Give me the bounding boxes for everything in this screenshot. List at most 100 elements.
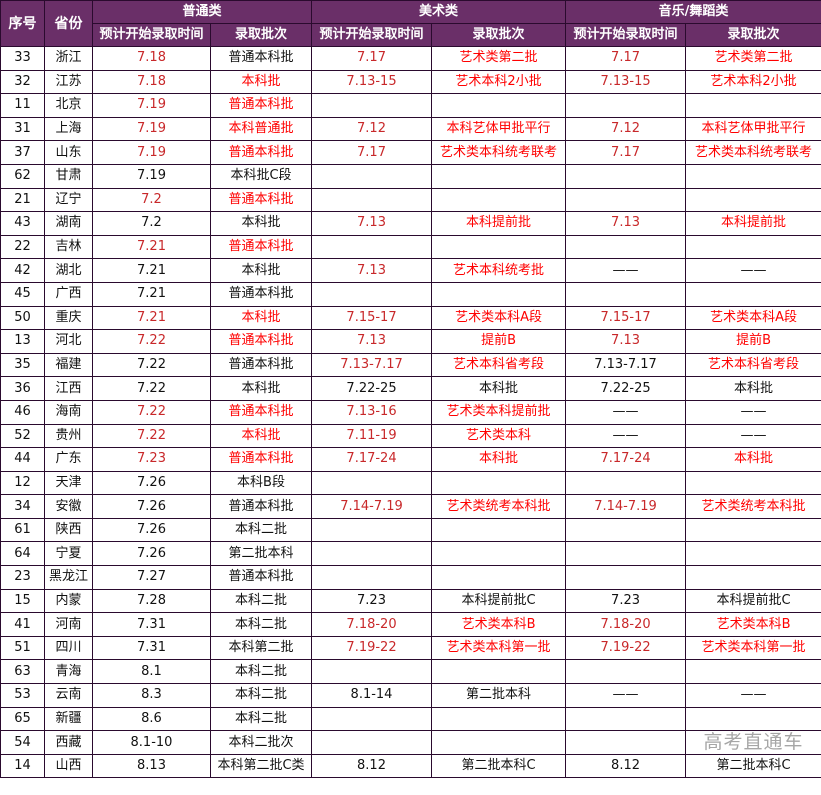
cell-general-time: 7.27 <box>92 565 211 590</box>
watermark: 高考直通车 <box>703 731 804 754</box>
cell-music-batch <box>685 187 821 213</box>
cell-music-batch: —— <box>685 399 821 425</box>
header-group-art: 美术类 <box>311 0 567 24</box>
cell-no: 34 <box>0 494 45 519</box>
cell-general-time: 7.19 <box>92 140 211 165</box>
cell-no: 22 <box>0 234 45 260</box>
cell-music-time: 7.23 <box>565 588 687 614</box>
cell-general-batch: 普通本科批 <box>209 565 313 590</box>
header-music-batch: 录取批次 <box>685 23 821 47</box>
cell-art-batch: 艺术类本科提前批 <box>431 399 567 425</box>
cell-art-time: 7.23 <box>311 588 433 614</box>
table-row: 11 北京 7.19 普通本科批 <box>0 93 821 118</box>
cell-general-time: 7.18 <box>92 69 211 95</box>
table-body: 33 浙江 7.18 普通本科批 7.17 艺术类第二批 7.17 艺术类第二批 32 江苏 7.1… <box>0 46 821 779</box>
cell-general-time: 7.18 <box>92 46 211 71</box>
cell-general-time: 7.19 <box>92 163 211 189</box>
table-row: 43 湖南 7.2 本科批 7.13 本科提前批 7.13 本科提前批 <box>0 211 821 236</box>
cell-province: 宁夏 <box>44 541 93 567</box>
cell-art-time: 7.17 <box>311 46 433 71</box>
cell-art-time: 7.19-22 <box>311 635 433 661</box>
cell-music-time <box>565 187 687 213</box>
cell-music-time: 7.19-22 <box>565 635 687 661</box>
cell-art-batch: 第二批本科C <box>431 753 567 779</box>
cell-music-batch <box>685 565 821 590</box>
cell-general-batch: 本科二批 <box>209 683 313 708</box>
table-row: 14 山西 8.13 本科第二批C类 8.12 第二批本科C 8.12 第二批本科C <box>0 753 821 779</box>
cell-music-time: 7.12 <box>565 116 687 142</box>
cell-music-batch <box>685 470 821 496</box>
cell-no: 35 <box>0 352 45 378</box>
cell-art-batch: 艺术本科省考段 <box>431 352 567 378</box>
cell-music-time <box>565 706 687 732</box>
cell-art-time: 7.22-25 <box>311 376 433 401</box>
cell-general-batch: 本科批 <box>209 258 313 283</box>
cell-art-batch: 艺术类本科 <box>431 423 567 449</box>
cell-general-batch: 本科B段 <box>209 470 313 496</box>
cell-art-batch: 本科批 <box>431 447 567 472</box>
table-row: 42 湖北 7.21 本科批 7.13 艺术本科统考批 —— —— <box>0 258 821 283</box>
cell-general-batch: 普通本科批 <box>209 46 313 71</box>
table-row: 53 云南 8.3 本科二批 8.1-14 第二批本科 —— —— <box>0 683 821 708</box>
cell-province: 青海 <box>44 659 93 685</box>
cell-no: 12 <box>0 470 45 496</box>
cell-no: 46 <box>0 399 45 425</box>
cell-province: 广西 <box>44 281 93 307</box>
cell-general-batch: 本科普通批 <box>209 116 313 142</box>
cell-art-batch <box>431 541 567 567</box>
cell-music-time: —— <box>565 399 687 425</box>
cell-music-batch: 本科批 <box>685 376 821 401</box>
cell-general-batch: 普通本科批 <box>209 494 313 519</box>
cell-no: 21 <box>0 187 45 213</box>
cell-music-time: —— <box>565 683 687 708</box>
cell-music-time: —— <box>565 258 687 283</box>
cell-general-time: 7.31 <box>92 635 211 661</box>
table-row: 15 内蒙 7.28 本科二批 7.23 本科提前批C 7.23 本科提前批C <box>0 588 821 614</box>
cell-art-batch: 艺术本科2小批 <box>431 69 567 95</box>
table-row: 12 天津 7.26 本科B段 <box>0 470 821 496</box>
cell-art-batch <box>431 470 567 496</box>
cell-art-batch <box>431 93 567 118</box>
cell-general-batch: 普通本科批 <box>209 447 313 472</box>
cell-general-time: 7.21 <box>92 234 211 260</box>
cell-art-batch: 艺术类本科第一批 <box>431 635 567 661</box>
cell-no: 64 <box>0 541 45 567</box>
table-row: 44 广东 7.23 普通本科批 7.17-24 本科批 7.17-24 本科批 <box>0 447 821 472</box>
cell-province: 河南 <box>44 612 93 637</box>
cell-general-time: 7.28 <box>92 588 211 614</box>
cell-general-time: 7.22 <box>92 423 211 449</box>
cell-music-batch <box>685 163 821 189</box>
cell-music-time: —— <box>565 423 687 449</box>
cell-general-batch: 普通本科批 <box>209 93 313 118</box>
cell-art-batch: 艺术类本科A段 <box>431 305 567 331</box>
header-general-batch: 录取批次 <box>209 23 313 47</box>
cell-music-batch <box>685 281 821 307</box>
cell-no: 13 <box>0 329 45 354</box>
cell-music-batch: 本科批 <box>685 447 821 472</box>
cell-music-time <box>565 281 687 307</box>
cell-general-batch: 本科二批次 <box>209 730 313 755</box>
cell-general-batch: 本科二批 <box>209 706 313 732</box>
cell-art-batch: 第二批本科 <box>431 683 567 708</box>
cell-art-time <box>311 93 433 118</box>
header-row-sub: 预计开始录取时间 录取批次 预计开始录取时间 录取批次 预计开始录取时间 录取批… <box>1 23 821 47</box>
cell-music-time: 7.13 <box>565 211 687 236</box>
table-row: 51 四川 7.31 本科第二批 7.19-22 艺术类本科第一批 7.19-22 艺术类本科… <box>0 635 821 661</box>
cell-province: 广东 <box>44 447 93 472</box>
cell-art-time <box>311 706 433 732</box>
cell-no: 44 <box>0 447 45 472</box>
cell-general-time: 7.23 <box>92 447 211 472</box>
table-row: 64 宁夏 7.26 第二批本科 <box>0 541 821 567</box>
cell-music-time <box>565 93 687 118</box>
header-group-music-dance: 音乐/舞蹈类 <box>565 0 821 24</box>
cell-art-time: 7.17 <box>311 140 433 165</box>
cell-province: 湖北 <box>44 258 93 283</box>
cell-art-time: 7.12 <box>311 116 433 142</box>
cell-art-batch: 艺术本科统考批 <box>431 258 567 283</box>
cell-art-batch <box>431 187 567 213</box>
cell-art-batch: 本科艺体甲批平行 <box>431 116 567 142</box>
table-row: 61 陕西 7.26 本科二批 <box>0 517 821 543</box>
cell-art-batch: 本科提前批 <box>431 211 567 236</box>
cell-general-batch: 本科批 <box>209 211 313 236</box>
cell-general-batch: 第二批本科 <box>209 541 313 567</box>
